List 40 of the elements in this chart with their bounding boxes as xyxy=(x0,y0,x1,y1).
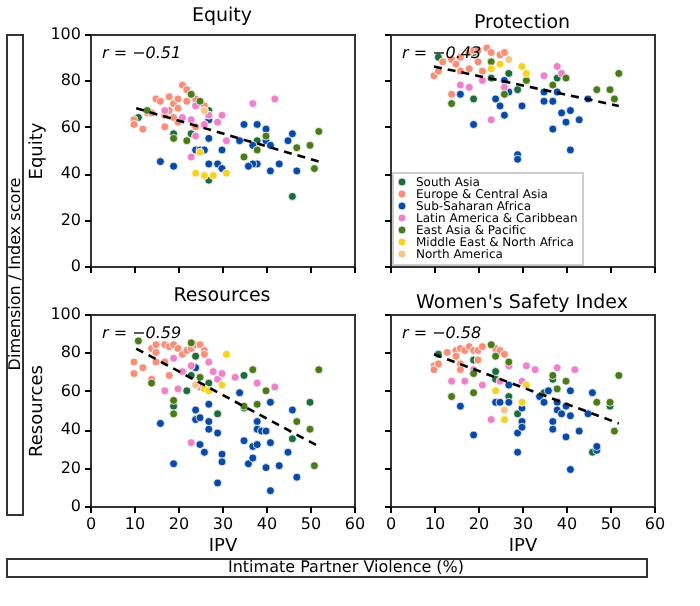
y-axis-title: Resources xyxy=(28,364,49,457)
chart-title: Women's Safety Index xyxy=(416,292,629,314)
x-axis-title: IPV xyxy=(508,537,539,557)
x-tick-label: 30 xyxy=(212,515,234,533)
annotation: r = −0.58 xyxy=(402,324,482,342)
text: Intimate Partner Violence (%) xyxy=(227,558,465,576)
x-tick-label: 40 xyxy=(556,515,578,533)
y-tick-label: 60 xyxy=(60,381,81,400)
annotation: r = −0.51 xyxy=(102,44,182,62)
y-tick-label: 60 xyxy=(60,117,81,136)
x-tick-label: 60 xyxy=(644,515,666,533)
x-tick-label: 0 xyxy=(385,515,397,533)
x-tick-label: 10 xyxy=(124,515,146,533)
x-tick-label: 50 xyxy=(300,515,322,533)
annotation: r = −0.43 xyxy=(402,44,482,62)
y-tick-label: 40 xyxy=(60,420,81,439)
chart-title: Protection xyxy=(473,12,571,34)
chart-title: Equity xyxy=(191,5,253,27)
x-axis-title: IPV xyxy=(208,537,239,557)
y-tick-label: 0 xyxy=(70,257,81,275)
y-tick-label: 40 xyxy=(60,164,81,183)
y-tick-label: 100 xyxy=(50,25,81,43)
x-tick-label: 30 xyxy=(512,515,534,533)
y-tick-label: 80 xyxy=(60,343,81,362)
chart-title: Resources xyxy=(173,285,271,307)
y-axis-title: Equity xyxy=(28,121,49,180)
annotation: r = −0.59 xyxy=(102,324,182,342)
text: Dimension / Index score xyxy=(6,177,24,371)
x-tick-label: 20 xyxy=(168,515,190,533)
x-tick-label: 40 xyxy=(256,515,278,533)
x-tick-label: 20 xyxy=(468,515,490,533)
x-tick-label: 0 xyxy=(85,515,97,533)
y-tick-label: 80 xyxy=(60,71,81,90)
y-tick-label: 20 xyxy=(60,210,81,229)
y-tick-label: 100 xyxy=(50,305,81,323)
x-tick-label: 50 xyxy=(600,515,622,533)
x-tick-label: 60 xyxy=(344,515,366,533)
y-tick-label: 20 xyxy=(60,458,81,477)
x-tick-label: 10 xyxy=(424,515,446,533)
y-tick-label: 0 xyxy=(70,497,81,515)
